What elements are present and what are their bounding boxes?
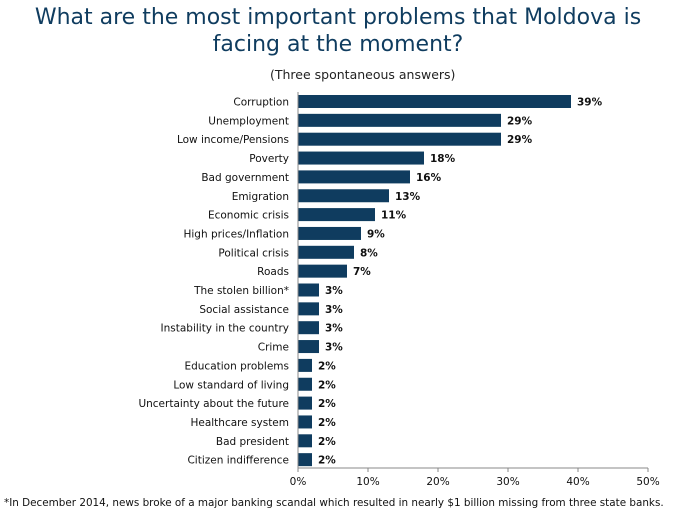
bar	[298, 415, 312, 429]
value-label: 2%	[318, 455, 336, 467]
category-label: Social assistance	[199, 304, 289, 316]
chart-subtitle: (Three spontaneous answers)	[270, 67, 456, 82]
bar	[298, 189, 389, 203]
category-label: Political crisis	[218, 247, 289, 259]
value-label: 3%	[325, 323, 343, 335]
value-label: 11%	[381, 210, 407, 222]
bar	[298, 264, 347, 278]
bar-chart: Corruption 39% Unemployment 29% Low income/P…	[138, 92, 660, 488]
x-tick-label: 50%	[636, 476, 659, 488]
bar	[298, 340, 319, 354]
category-label: Emigration	[232, 191, 289, 203]
value-label: 7%	[353, 266, 371, 278]
category-label: Bad government	[201, 172, 289, 184]
footnote: *In December 2014, news broke of a major…	[4, 497, 664, 509]
value-label: 9%	[367, 228, 385, 240]
bar	[298, 321, 319, 335]
category-label: Low standard of living	[173, 379, 289, 391]
bar	[298, 453, 312, 467]
category-label: Instability in the country	[161, 323, 290, 335]
value-label: 3%	[325, 285, 343, 297]
category-label: Education problems	[184, 360, 289, 372]
value-label: 29%	[507, 115, 533, 127]
value-label: 2%	[318, 398, 336, 410]
value-label: 16%	[416, 172, 442, 184]
x-tick-label: 10%	[356, 476, 379, 488]
bar	[298, 132, 501, 146]
category-label: High prices/Inflation	[183, 228, 289, 240]
value-label: 2%	[318, 379, 336, 391]
category-label: Bad president	[216, 436, 289, 448]
bar	[298, 151, 424, 165]
bar	[298, 358, 312, 372]
category-label: Poverty	[249, 153, 289, 165]
category-label: Economic crisis	[208, 210, 289, 222]
value-label: 3%	[325, 342, 343, 354]
value-label: 3%	[325, 304, 343, 316]
x-tick-label: 0%	[290, 476, 307, 488]
value-label: 8%	[360, 247, 378, 259]
chart-title: What are the most important problems tha…	[34, 5, 642, 57]
category-label: The stolen billion*	[193, 285, 289, 297]
category-label: Low income/Pensions	[177, 134, 289, 146]
category-label: Unemployment	[208, 115, 289, 127]
category-label: Roads	[257, 266, 289, 278]
x-tick-label: 20%	[426, 476, 449, 488]
category-label: Citizen indifference	[187, 455, 289, 467]
bar	[298, 396, 312, 410]
value-label: 18%	[430, 153, 456, 165]
bar	[298, 302, 319, 316]
bar	[298, 245, 354, 259]
bar	[298, 226, 361, 240]
bar	[298, 95, 571, 108]
bar	[298, 113, 501, 127]
value-label: 29%	[507, 134, 533, 146]
category-label: Healthcare system	[190, 417, 289, 429]
x-tick-label: 30%	[496, 476, 519, 488]
x-tick-label: 40%	[566, 476, 589, 488]
bar	[298, 377, 312, 391]
value-label: 39%	[577, 97, 603, 109]
value-label: 13%	[395, 191, 421, 203]
category-label: Crime	[258, 342, 289, 354]
category-label: Uncertainty about the future	[138, 398, 289, 410]
bar	[298, 434, 312, 448]
bar	[298, 208, 375, 222]
category-label: Corruption	[233, 97, 289, 109]
bar	[298, 283, 319, 297]
value-label: 2%	[318, 360, 336, 372]
value-label: 2%	[318, 417, 336, 429]
value-label: 2%	[318, 436, 336, 448]
bar	[298, 170, 410, 184]
